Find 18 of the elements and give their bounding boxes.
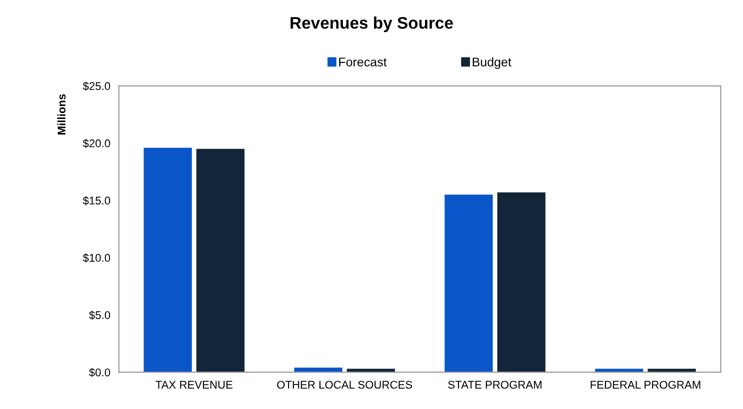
x-tick-label: TAX REVENUE bbox=[156, 380, 232, 389]
x-tick-label: OTHER LOCAL SOURCES bbox=[277, 380, 412, 389]
x-tick-label: FEDERAL PROGRAM bbox=[590, 380, 700, 389]
bar bbox=[144, 148, 192, 372]
y-tick-label: $0.0 bbox=[89, 368, 110, 377]
y-tick-label: $15.0 bbox=[82, 196, 110, 206]
x-tick-label: STATE PROGRAM bbox=[448, 380, 542, 389]
y-tick-label: $25.0 bbox=[82, 82, 110, 91]
legend-label: Forecast bbox=[339, 58, 387, 66]
y-tick-label: $10.0 bbox=[82, 253, 110, 262]
y-axis-title: Millions bbox=[57, 94, 66, 134]
bar bbox=[444, 194, 493, 372]
y-tick-label: $5.0 bbox=[89, 310, 110, 320]
bar bbox=[497, 192, 546, 372]
chart-title: Revenues by Source bbox=[290, 16, 453, 32]
legend-label: Budget bbox=[472, 57, 512, 69]
y-tick-label: $20.0 bbox=[82, 138, 110, 148]
bar bbox=[196, 148, 245, 372]
